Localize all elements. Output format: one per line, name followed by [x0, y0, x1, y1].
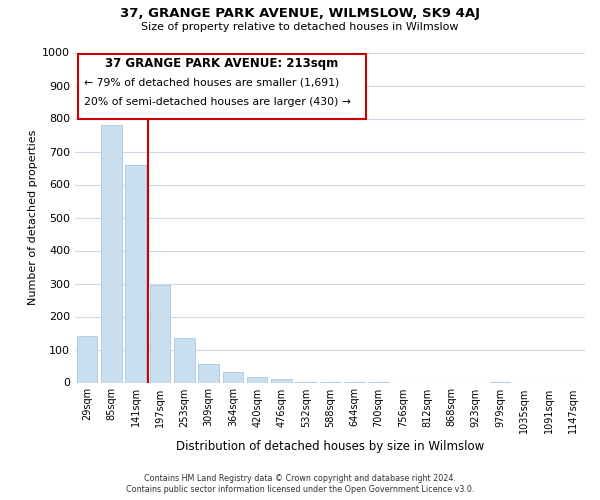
Bar: [174, 338, 194, 382]
FancyBboxPatch shape: [77, 54, 366, 118]
Bar: [125, 164, 146, 382]
Bar: [149, 285, 170, 382]
Text: 37, GRANGE PARK AVENUE, WILMSLOW, SK9 4AJ: 37, GRANGE PARK AVENUE, WILMSLOW, SK9 4A…: [120, 8, 480, 20]
Text: 37 GRANGE PARK AVENUE: 213sqm: 37 GRANGE PARK AVENUE: 213sqm: [105, 58, 338, 70]
Text: Contains HM Land Registry data © Crown copyright and database right 2024.
Contai: Contains HM Land Registry data © Crown c…: [126, 474, 474, 494]
Bar: [198, 364, 219, 382]
Text: ← 79% of detached houses are smaller (1,691): ← 79% of detached houses are smaller (1,…: [83, 77, 339, 87]
Text: Size of property relative to detached houses in Wilmslow: Size of property relative to detached ho…: [141, 22, 459, 32]
Bar: [223, 372, 243, 382]
Text: 20% of semi-detached houses are larger (430) →: 20% of semi-detached houses are larger (…: [83, 97, 350, 107]
Y-axis label: Number of detached properties: Number of detached properties: [28, 130, 38, 305]
X-axis label: Distribution of detached houses by size in Wilmslow: Distribution of detached houses by size …: [176, 440, 484, 452]
Bar: [77, 336, 97, 382]
Bar: [101, 125, 122, 382]
Bar: [247, 376, 268, 382]
Bar: [271, 379, 292, 382]
